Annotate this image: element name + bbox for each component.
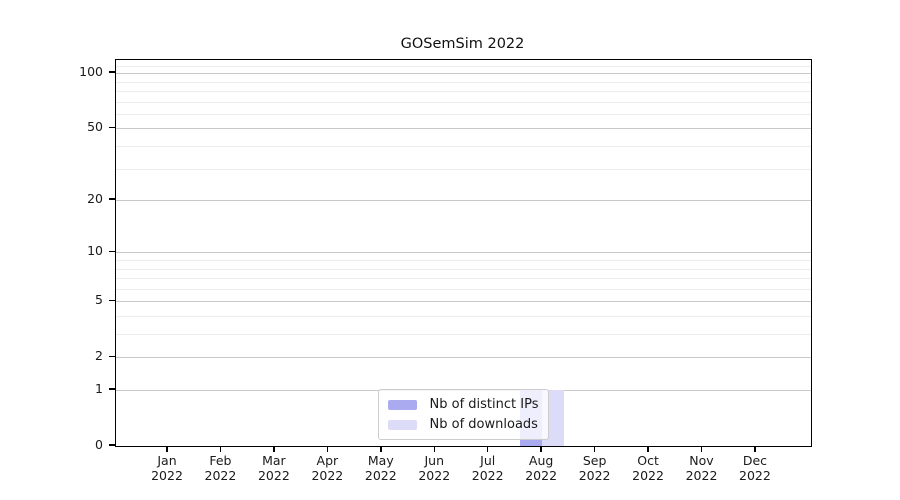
minor-gridline <box>116 268 811 270</box>
plot-area: Nb of distinct IPs Nb of downloads <box>115 59 812 447</box>
distinct-ips-swatch-icon <box>387 399 417 410</box>
minor-gridline <box>116 288 811 290</box>
x-tick-mark <box>219 446 222 452</box>
x-tick-mark <box>754 446 756 452</box>
chart-title: GOSemSim 2022 <box>400 36 525 52</box>
minor-gridline <box>116 260 811 261</box>
y-tick-mark <box>109 126 115 129</box>
x-tick-mark <box>540 446 542 452</box>
x-tick-label: Feb 2022 <box>204 453 237 483</box>
x-tick-label: Nov 2022 <box>685 453 718 483</box>
legend: Nb of distinct IPs Nb of downloads <box>377 389 550 440</box>
x-tick-mark <box>166 446 168 452</box>
y-tick-mark <box>109 71 115 73</box>
minor-gridline <box>116 101 811 103</box>
x-tick-mark <box>326 446 329 452</box>
y-tick-mark <box>109 299 115 302</box>
y-tick-mark <box>109 388 115 390</box>
minor-gridline <box>116 316 811 317</box>
y-tick-label: 0 <box>95 437 103 452</box>
y-tick-label: 10 <box>87 243 103 259</box>
x-tick-mark <box>273 446 275 452</box>
major-gridline <box>116 73 811 75</box>
x-tick-label: Dec 2022 <box>739 453 771 483</box>
legend-entry-distinct-ips: Nb of distinct IPs <box>387 397 539 412</box>
x-tick-label: Jan 2022 <box>151 453 183 483</box>
x-tick-mark <box>433 446 435 452</box>
legend-label-downloads: Nb of downloads <box>429 417 538 432</box>
x-tick-label: Mar 2022 <box>257 453 290 483</box>
x-tick-mark <box>380 446 382 452</box>
x-tick-label: Oct 2022 <box>632 453 664 483</box>
major-gridline <box>116 357 811 359</box>
major-gridline <box>116 301 811 303</box>
legend-label-distinct-ips: Nb of distinct IPs <box>429 397 539 412</box>
y-tick-label: 5 <box>95 292 103 308</box>
minor-gridline <box>116 278 811 279</box>
major-gridline <box>116 252 811 254</box>
minor-gridline <box>116 146 811 148</box>
y-tick-label: 50 <box>87 119 103 135</box>
y-tick-label: 20 <box>87 191 103 207</box>
x-tick-mark <box>700 446 703 452</box>
major-gridline <box>116 128 811 130</box>
minor-gridline <box>116 65 811 67</box>
x-tick-label: Aug 2022 <box>525 453 558 483</box>
y-tick-label: 1 <box>95 381 103 397</box>
y-tick-mark <box>109 444 115 446</box>
x-tick-label: May 2022 <box>364 453 397 483</box>
x-tick-label: Jun 2022 <box>418 453 451 483</box>
x-tick-label: Apr 2022 <box>311 453 344 483</box>
minor-gridline <box>116 334 811 335</box>
minor-gridline <box>116 91 811 93</box>
x-tick-label: Sep 2022 <box>578 453 611 483</box>
minor-gridline <box>116 81 811 83</box>
downloads-swatch-icon <box>387 419 417 430</box>
minor-gridline <box>116 168 811 170</box>
minor-gridline <box>116 114 811 115</box>
x-tick-mark <box>593 446 596 452</box>
x-tick-label: Jul 2022 <box>471 453 504 483</box>
y-tick-mark <box>109 250 115 253</box>
y-tick-label: 100 <box>79 64 103 80</box>
legend-entry-downloads: Nb of downloads <box>387 417 539 432</box>
major-gridline <box>116 200 811 202</box>
x-tick-mark <box>647 446 649 452</box>
y-tick-mark <box>109 198 115 200</box>
x-tick-mark <box>486 446 489 452</box>
y-tick-mark <box>109 355 115 358</box>
y-tick-label: 2 <box>95 348 103 364</box>
